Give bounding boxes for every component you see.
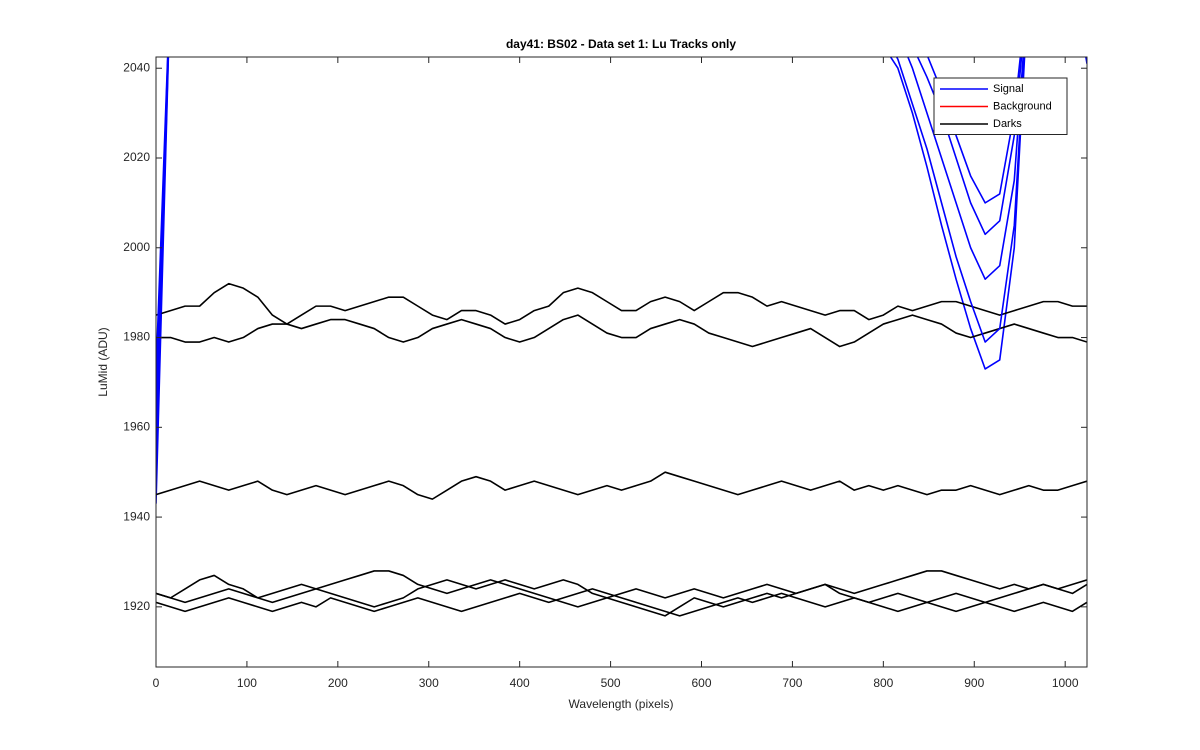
legend-label: Darks: [993, 118, 1022, 130]
series-line: [156, 570, 1087, 617]
y-axis-label: LuMid (ADU): [96, 327, 110, 396]
legend-label: Signal: [993, 83, 1024, 95]
y-tick-label: 1960: [123, 419, 150, 433]
x-tick-label: 100: [237, 676, 257, 690]
lines: [156, 57, 1087, 617]
y-tick-label: 2040: [123, 60, 150, 74]
series-line: [156, 282, 1087, 325]
y-tick-label: 2020: [123, 150, 150, 164]
y-tick-label: 1940: [123, 509, 150, 523]
x-axis-label: Wavelength (pixels): [569, 697, 674, 711]
x-tick-label: 0: [153, 676, 160, 690]
x-tick-label: 700: [782, 676, 802, 690]
legend-label: Background: [993, 100, 1052, 112]
chart-title: day41: BS02 - Data set 1: Lu Tracks only: [506, 37, 736, 51]
series-line: [156, 57, 1025, 374]
x-tick-label: 500: [601, 676, 621, 690]
axes: 0 100 200 300 400 500 600 700 800 900 1000 1920 1940…: [123, 57, 1087, 690]
y-tick-label: 1980: [123, 330, 150, 344]
x-tick-label: 900: [964, 676, 984, 690]
x-tick-label: 600: [691, 676, 711, 690]
x-tick-label: 200: [328, 676, 348, 690]
x-tick-label: 1000: [1052, 676, 1079, 690]
y-tick-label: 2000: [123, 240, 150, 254]
series-line: [156, 579, 1087, 608]
legend: Signal Background Darks: [933, 77, 1068, 135]
plot-area: [156, 57, 1087, 667]
y-tick-label: 1920: [123, 599, 150, 613]
x-tick-label: 400: [510, 676, 530, 690]
series-line: [156, 471, 1087, 500]
legend-box: [933, 77, 1068, 135]
axes-box: [155, 56, 1088, 668]
series-line: [156, 314, 1087, 348]
series-line: [156, 588, 1087, 617]
x-tick-label: 800: [873, 676, 893, 690]
x-tick-label: 300: [419, 676, 439, 690]
